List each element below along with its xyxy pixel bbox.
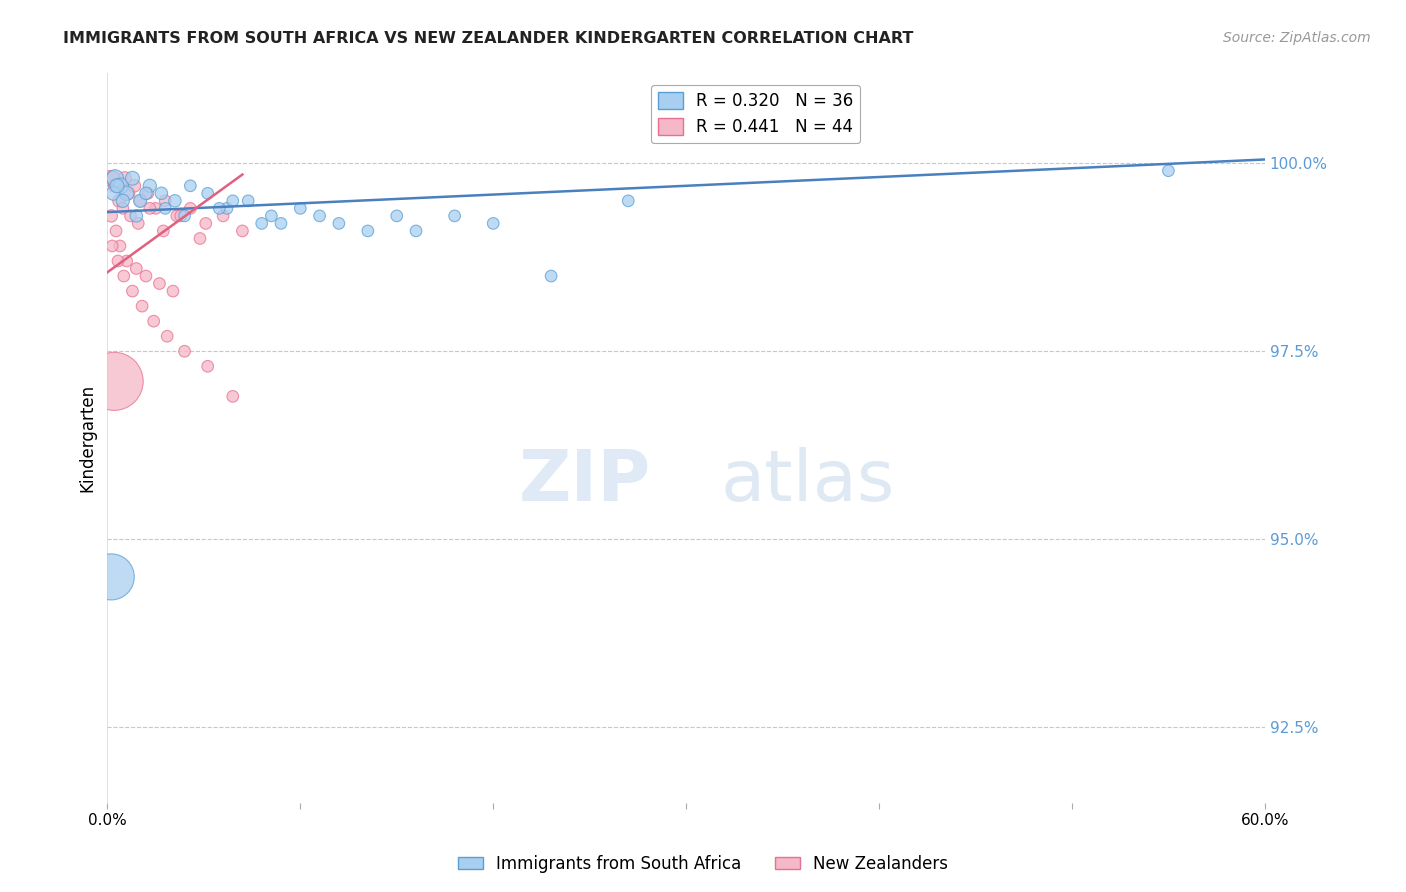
Point <box>100 209 122 223</box>
Point <box>114 171 136 186</box>
Point <box>104 178 127 193</box>
Point <box>173 209 195 223</box>
Point <box>121 284 143 298</box>
Point <box>170 209 193 223</box>
Point <box>156 329 179 343</box>
Point <box>112 268 135 283</box>
Point <box>150 186 173 201</box>
Point <box>120 209 142 223</box>
Point <box>124 178 146 193</box>
Text: ZIP: ZIP <box>519 447 651 516</box>
Point <box>197 359 219 374</box>
Point <box>155 194 177 208</box>
Point <box>270 216 292 230</box>
Point <box>115 254 138 268</box>
Point <box>443 209 465 223</box>
Point <box>162 284 184 298</box>
Text: IMMIGRANTS FROM SOUTH AFRICA VS NEW ZEALANDER KINDERGARTEN CORRELATION CHART: IMMIGRANTS FROM SOUTH AFRICA VS NEW ZEAL… <box>63 31 914 46</box>
Point <box>222 194 245 208</box>
Point <box>238 194 260 208</box>
Point <box>110 178 132 193</box>
Point <box>125 209 148 223</box>
Point <box>129 194 152 208</box>
Point <box>357 224 380 238</box>
Point <box>136 186 159 201</box>
Point <box>108 239 131 253</box>
Point <box>194 216 217 230</box>
Point <box>139 178 162 193</box>
Point <box>131 299 153 313</box>
Point <box>101 171 124 186</box>
Legend: Immigrants from South Africa, New Zealanders: Immigrants from South Africa, New Zealan… <box>451 848 955 880</box>
Point <box>212 209 235 223</box>
Point <box>105 224 128 238</box>
Point <box>110 178 132 193</box>
Point <box>179 202 201 216</box>
Point <box>101 239 124 253</box>
Point <box>260 209 283 223</box>
Point <box>1157 163 1180 178</box>
Point <box>135 186 157 201</box>
Legend: R = 0.320   N = 36, R = 0.441   N = 44: R = 0.320 N = 36, R = 0.441 N = 44 <box>651 85 860 143</box>
Point <box>166 209 188 223</box>
Point <box>111 202 134 216</box>
Point <box>405 224 427 238</box>
Point <box>103 375 125 389</box>
Point <box>98 171 121 186</box>
Point <box>617 194 640 208</box>
Point <box>222 389 245 403</box>
Point <box>250 216 273 230</box>
Point <box>125 261 148 276</box>
Point <box>121 171 143 186</box>
Point <box>135 268 157 283</box>
Point <box>111 194 134 208</box>
Point <box>104 171 127 186</box>
Point <box>188 231 211 245</box>
Point <box>117 186 139 201</box>
Point <box>139 202 162 216</box>
Point <box>308 209 330 223</box>
Point <box>145 202 167 216</box>
Point <box>163 194 186 208</box>
Point <box>231 224 253 238</box>
Point <box>173 344 195 359</box>
Point <box>115 186 138 201</box>
Point <box>100 570 122 584</box>
Point <box>108 194 131 208</box>
Point <box>197 186 219 201</box>
Point <box>152 224 174 238</box>
Point <box>155 202 177 216</box>
Point <box>142 314 165 328</box>
Point <box>385 209 408 223</box>
Y-axis label: Kindergarten: Kindergarten <box>79 384 96 491</box>
Point <box>148 277 170 291</box>
Point <box>540 268 562 283</box>
Point <box>482 216 505 230</box>
Text: Source: ZipAtlas.com: Source: ZipAtlas.com <box>1223 31 1371 45</box>
Point <box>215 202 238 216</box>
Point <box>208 202 231 216</box>
Point <box>105 178 128 193</box>
Point <box>290 202 312 216</box>
Point <box>105 178 128 193</box>
Point <box>101 186 124 201</box>
Point <box>328 216 350 230</box>
Point <box>127 216 149 230</box>
Text: atlas: atlas <box>721 447 896 516</box>
Point <box>129 194 152 208</box>
Point <box>107 254 129 268</box>
Point <box>179 178 201 193</box>
